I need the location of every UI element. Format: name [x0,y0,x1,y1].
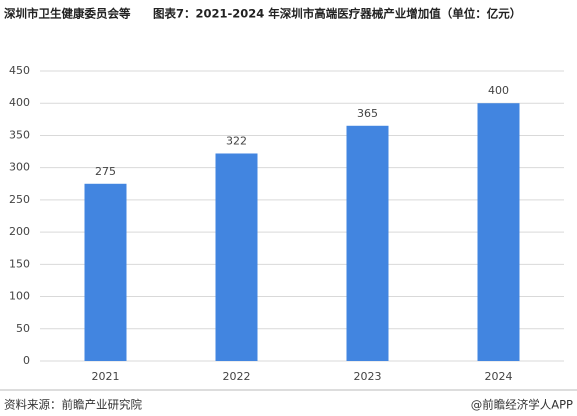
value-label: 400 [488,84,509,97]
bar [477,103,520,361]
value-label: 322 [226,134,247,147]
y-tick-label: 300 [9,161,30,174]
y-tick-label: 350 [9,128,30,141]
bar [84,183,127,361]
y-tick-label: 250 [9,193,30,206]
y-tick-label: 400 [9,96,30,109]
header-note: 深圳市卫生健康委员会等 [4,7,131,21]
value-label: 275 [95,165,116,178]
y-tick-label: 200 [9,225,30,238]
y-tick-label: 150 [9,257,30,270]
value-label: 365 [357,107,378,120]
bar [215,153,258,361]
source: 资料来源：前瞻产业研究院 [4,398,142,412]
y-tick-label: 450 [9,64,30,77]
x-tick-label: 2024 [485,370,513,383]
y-tick-label: 50 [16,322,30,335]
y-tick-label: 100 [9,290,30,303]
x-tick-label: 2023 [354,370,382,383]
chart-title: 图表7：2021-2024 年深圳市高端医疗器械产业增加值（单位：亿元） [153,7,521,21]
y-tick-label: 0 [23,354,30,367]
x-tick-label: 2022 [223,370,251,383]
x-tick-label: 2021 [92,370,120,383]
bar [346,125,389,362]
credit: @前瞻经济学人APP [471,398,573,412]
